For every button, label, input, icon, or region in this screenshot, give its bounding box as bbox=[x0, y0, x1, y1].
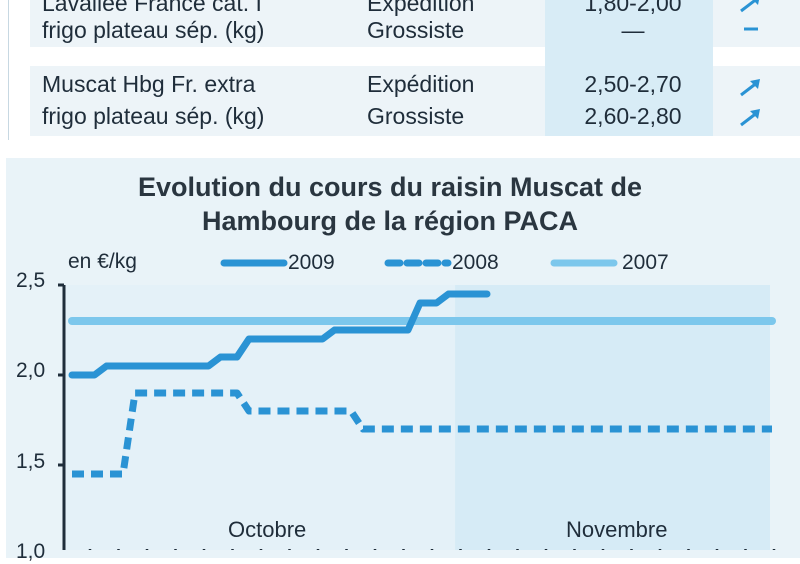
y-tick-label: 2,5 bbox=[16, 269, 46, 292]
table-left-border bbox=[8, 0, 9, 140]
legend-label: 2007 bbox=[622, 251, 669, 274]
product-name-line2: frigo plateau sép. (kg) bbox=[42, 103, 265, 129]
up-arrow-icon bbox=[740, 109, 760, 127]
legend-item-2009: 2009 bbox=[220, 250, 350, 276]
november-shading bbox=[455, 285, 770, 550]
up-arrow-icon bbox=[740, 0, 759, 13]
market-type: Grossiste bbox=[367, 17, 465, 43]
market-type: Grossiste bbox=[367, 103, 465, 129]
market-type: Expédition bbox=[367, 71, 475, 97]
chart-title-line1: Evolution du cours du raisin Muscat de bbox=[137, 172, 643, 202]
x-month-label: Octobre bbox=[228, 517, 307, 542]
legend-label: 2009 bbox=[288, 251, 335, 274]
legend-label: 2008 bbox=[452, 251, 499, 274]
product-name-line1: Lavallée France cat. I bbox=[42, 0, 262, 16]
price-range: 1,80-2,00 bbox=[584, 0, 682, 16]
product-name-line1: Muscat Hbg Fr. extra bbox=[42, 71, 256, 97]
price-range: 2,60-2,80 bbox=[584, 103, 682, 129]
legend-item-2008: 2008 bbox=[384, 250, 514, 276]
y-tick-label: 2,0 bbox=[16, 359, 46, 382]
price-column-highlight bbox=[545, 0, 713, 136]
series-line-2008 bbox=[72, 389, 772, 478]
product-name-line2: frigo plateau sép. (kg) bbox=[42, 17, 265, 43]
up-arrow-icon bbox=[740, 79, 760, 97]
legend-swatch-solid bbox=[220, 259, 288, 267]
x-month-label: Novembre bbox=[566, 517, 668, 542]
line-chart bbox=[58, 283, 776, 550]
price-range: 2,50-2,70 bbox=[584, 71, 682, 97]
chart-title-line2: Hambourg de la région PACA bbox=[201, 206, 579, 236]
series-line-2009 bbox=[68, 290, 491, 379]
chart-title: Evolution du cours du raisin Muscat de H… bbox=[0, 170, 780, 238]
price-table: Lavallée France cat. I frigo plateau sép… bbox=[0, 0, 800, 140]
legend-swatch-dashed bbox=[384, 259, 452, 267]
legend-swatch-light bbox=[550, 259, 618, 267]
legend-item-2007: 2007 bbox=[550, 250, 690, 276]
market-type: Expédition bbox=[367, 0, 475, 16]
y-axis-unit-label: en €/kg bbox=[68, 250, 137, 273]
y-tick-label: 1,5 bbox=[16, 450, 46, 473]
stable-dash-icon bbox=[744, 27, 758, 31]
price-range: — bbox=[621, 17, 645, 43]
